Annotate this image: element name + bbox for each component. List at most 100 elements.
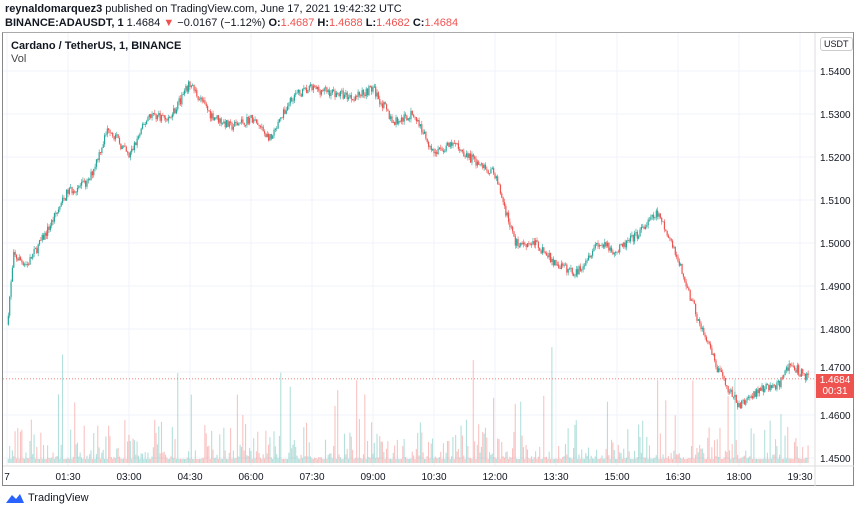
volume-bar [765, 458, 767, 463]
volume-bar [304, 456, 306, 463]
volume-bar [712, 458, 714, 463]
x-tick-label: 10:30 [421, 472, 446, 483]
last-price: 1.4684 [126, 17, 161, 29]
candle [28, 264, 30, 266]
candle [387, 109, 389, 111]
volume-bar [71, 458, 73, 463]
candle [293, 94, 295, 101]
candle [295, 93, 297, 95]
volume-bar [800, 458, 802, 463]
volume-bar [487, 459, 489, 463]
candle [243, 122, 245, 125]
candle [181, 94, 183, 105]
candle [470, 153, 472, 163]
candle [772, 384, 774, 389]
volume-bar [413, 455, 415, 463]
candle [152, 113, 154, 114]
volume-bar [268, 444, 270, 463]
volume-bar [510, 457, 512, 463]
countdown: 00:31 [822, 386, 848, 397]
volume-bar [272, 458, 274, 463]
candle [434, 152, 436, 154]
candle [105, 134, 107, 136]
volume-bar [230, 427, 232, 463]
volume-bar [495, 458, 497, 463]
candle [779, 380, 781, 388]
volume-bar [75, 444, 77, 463]
candle [356, 96, 358, 98]
volume-bar [779, 454, 781, 463]
volume-bar [40, 432, 42, 463]
candle [582, 266, 584, 270]
candle [472, 154, 474, 157]
candle [602, 244, 605, 248]
volume-bar [101, 452, 103, 463]
volume-bar [722, 458, 724, 463]
volume-bar [116, 448, 118, 463]
candle [596, 242, 598, 245]
tradingview-logo[interactable]: TradingView [5, 492, 89, 504]
candle [186, 86, 188, 92]
candle [406, 115, 408, 121]
volume-bar [745, 450, 747, 463]
published-text: published on TradingView.com, June 17, 2… [102, 3, 402, 15]
volume-bar [169, 458, 171, 463]
volume-bar [666, 458, 668, 463]
publish-info: reynaldomarquez3 published on TradingVie… [5, 3, 402, 15]
volume-bar [234, 458, 236, 463]
volume-bar [110, 457, 112, 463]
candle [213, 117, 215, 120]
volume-bar [526, 449, 529, 463]
volume-bar [470, 457, 472, 463]
candle [502, 197, 504, 203]
high-label: H: [317, 17, 329, 29]
volume-bar [452, 437, 454, 463]
candle [287, 106, 289, 111]
volume-bar [338, 454, 340, 463]
candle [246, 117, 248, 126]
chart-frame[interactable] [2, 32, 854, 486]
volume-bar [113, 457, 115, 463]
candle [608, 242, 610, 251]
volume-bar [226, 458, 228, 463]
candle [129, 152, 131, 158]
volume-bar [280, 372, 282, 463]
volume-bar [803, 458, 805, 463]
candle [288, 103, 290, 107]
volume-bar [512, 448, 514, 463]
volume-bar [315, 457, 317, 463]
candle [639, 229, 641, 237]
candle [269, 134, 271, 141]
candle [486, 169, 488, 171]
candle [150, 114, 152, 118]
candle [82, 180, 84, 183]
volume-bar [647, 458, 649, 463]
volume-bar [682, 457, 684, 463]
volume-bar [74, 402, 76, 463]
volume-bar [711, 447, 713, 463]
currency-button[interactable]: USDT [820, 37, 853, 51]
candle [686, 286, 689, 288]
author[interactable]: reynaldomarquez3 [5, 3, 103, 15]
volume-bar [292, 444, 294, 463]
volume-bar [253, 438, 255, 463]
candle [497, 176, 499, 184]
candle [291, 98, 293, 102]
candle [528, 243, 530, 244]
candle [453, 142, 455, 144]
volume-bar [714, 440, 716, 463]
candle [726, 385, 728, 387]
volume-bar [586, 455, 588, 463]
volume-bar [787, 426, 789, 463]
volume-bar [372, 453, 374, 463]
volume-bar [686, 458, 688, 463]
candle [715, 360, 717, 368]
candle [155, 114, 157, 120]
candle [788, 363, 790, 371]
candle [209, 110, 211, 119]
candle [255, 119, 258, 123]
volume-bar [394, 445, 396, 463]
candle [348, 97, 350, 100]
volume-bar [775, 439, 777, 463]
